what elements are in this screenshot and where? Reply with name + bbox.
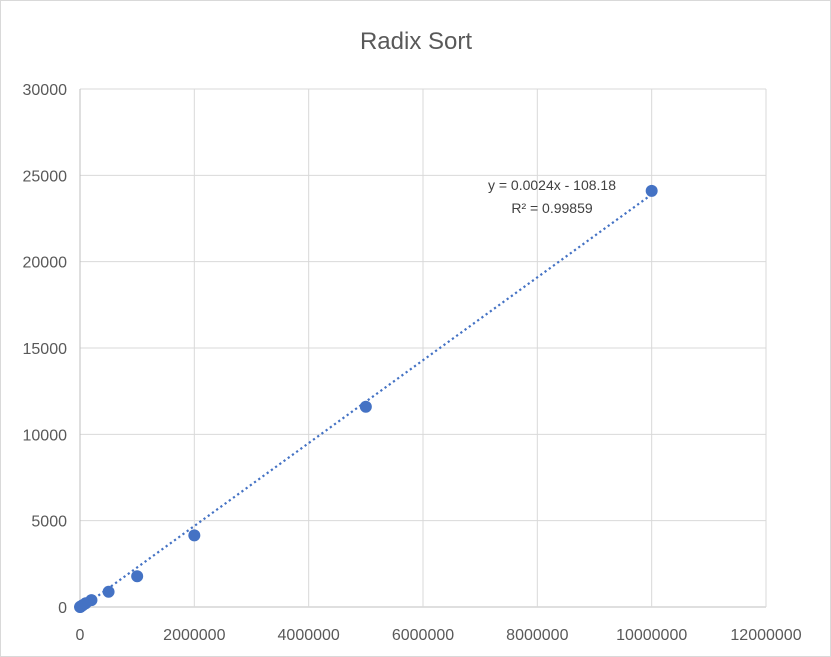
x-axis-ticks: 0 2000000 4000000 6000000 8000000 10000000 120… [76,627,802,644]
data-point [102,585,115,598]
trendline-equation: y = 0.0024x - 108.18 [488,177,616,193]
y-tick-label: 5000 [31,514,67,531]
x-tick-label: 10000000 [616,627,687,644]
y-tick-label: 10000 [23,427,68,444]
data-point [188,529,201,542]
data-point [645,184,658,197]
data-point [359,400,372,413]
y-tick-label: 0 [58,600,67,617]
y-tick-label: 30000 [23,82,68,99]
y-tick-label: 25000 [23,168,68,185]
data-point [131,570,144,583]
y-tick-label: 15000 [23,341,68,358]
x-tick-label: 4000000 [278,627,340,644]
x-tick-label: 8000000 [506,627,568,644]
x-tick-label: 0 [76,627,85,644]
chart-title: Radix Sort [360,28,472,55]
data-points [74,184,658,613]
x-tick-label: 12000000 [730,627,801,644]
y-tick-label: 20000 [23,255,68,272]
trendline [85,193,653,606]
gridlines [79,88,767,608]
x-tick-label: 6000000 [392,627,454,644]
data-point [85,594,98,607]
trendline-r-squared: R² = 0.99859 [511,200,593,216]
x-tick-label: 2000000 [163,627,225,644]
y-axis-ticks: 0 5000 10000 15000 20000 25000 30000 [23,82,68,617]
